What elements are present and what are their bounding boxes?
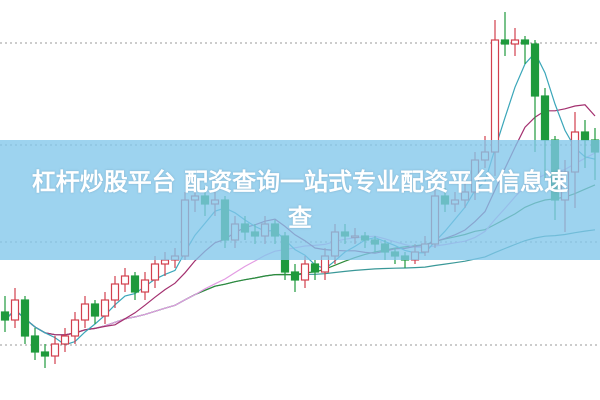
candle-body-3 bbox=[30, 335, 40, 353]
candle-body-13 bbox=[130, 275, 140, 293]
candle-body-58 bbox=[580, 131, 590, 141]
candle-body-2 bbox=[20, 299, 30, 337]
candle-body-12 bbox=[120, 275, 130, 285]
candle-body-14 bbox=[140, 279, 150, 293]
banner-title: 杠杆炒股平台 配资查询一站式专业配资平台信息速查 bbox=[31, 168, 569, 232]
candle-body-30 bbox=[300, 263, 310, 281]
title-banner: 杠杆炒股平台 配资查询一站式专业配资平台信息速查 bbox=[0, 140, 600, 260]
candle-body-51 bbox=[510, 39, 520, 45]
candle-body-4 bbox=[40, 351, 50, 357]
candle-body-50 bbox=[500, 39, 510, 45]
candle-body-16 bbox=[160, 259, 170, 265]
candle-body-49 bbox=[490, 39, 500, 153]
candle-body-31 bbox=[310, 263, 320, 273]
candle-body-11 bbox=[110, 283, 120, 301]
candle-body-54 bbox=[540, 95, 550, 141]
candle-body-53 bbox=[530, 43, 540, 97]
candle-body-8 bbox=[80, 303, 90, 321]
candle-body-15 bbox=[150, 263, 160, 281]
candle-body-52 bbox=[520, 39, 530, 45]
candle-body-9 bbox=[90, 303, 100, 317]
candle-body-10 bbox=[100, 299, 110, 317]
candle-body-7 bbox=[70, 319, 80, 337]
candle-body-6 bbox=[60, 335, 70, 345]
candle-body-5 bbox=[50, 343, 60, 357]
candle-body-0 bbox=[0, 311, 10, 321]
candle-body-29 bbox=[290, 271, 300, 281]
candle-body-1 bbox=[10, 299, 20, 321]
